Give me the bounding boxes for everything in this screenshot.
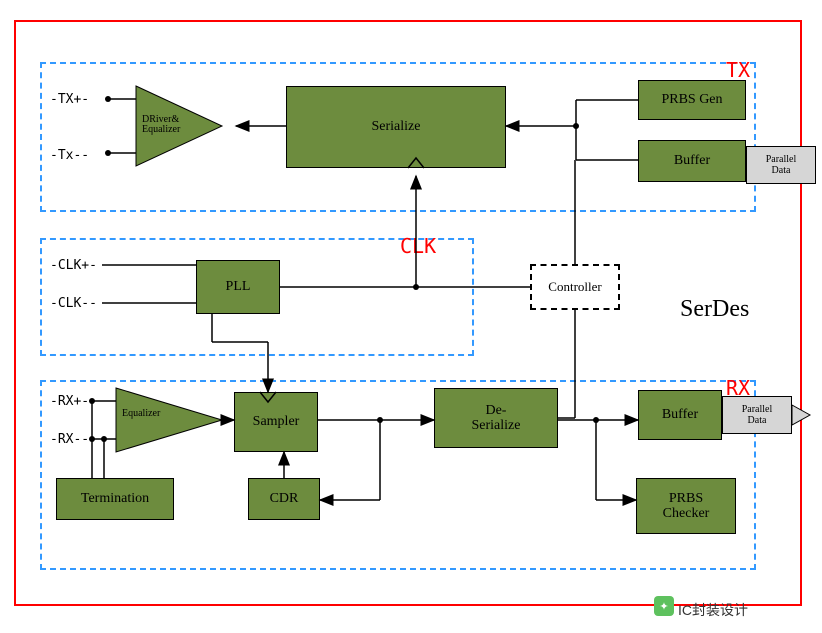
io-label: -TX+- <box>50 92 89 107</box>
block-buffer_tx: Buffer <box>638 140 746 182</box>
block-controller: Controller <box>530 264 620 310</box>
watermark-text: IC封装设计 <box>678 600 748 620</box>
block-pll: PLL <box>196 260 280 314</box>
block-termination: Termination <box>56 478 174 520</box>
block-prbs_gen: PRBS Gen <box>638 80 746 120</box>
title: SerDes <box>680 296 749 323</box>
block-cdr: CDR <box>248 478 320 520</box>
block-buffer_rx: Buffer <box>638 390 722 440</box>
block-sampler: Sampler <box>234 392 318 452</box>
parallel-data: Parallel Data <box>746 146 816 184</box>
block-prbs_checker: PRBS Checker <box>636 478 736 534</box>
section-label-tx: TX <box>726 58 750 82</box>
parallel-data: Parallel Data <box>722 396 792 434</box>
block-serialize: Serialize <box>286 86 506 168</box>
block-deserialize: De- Serialize <box>434 388 558 448</box>
io-label: -Tx-- <box>50 148 89 163</box>
io-label: -CLK+- <box>50 258 97 273</box>
wechat-icon: ✦ <box>654 596 674 616</box>
io-label: -CLK-- <box>50 296 97 311</box>
serdes-diagram: TXCLKRXSerDesSerializePRBS GenBufferPLLS… <box>0 0 822 633</box>
section-label-clk: CLK <box>400 234 436 258</box>
io-label: -RX-- <box>50 432 89 447</box>
io-label: -RX+- <box>50 394 89 409</box>
